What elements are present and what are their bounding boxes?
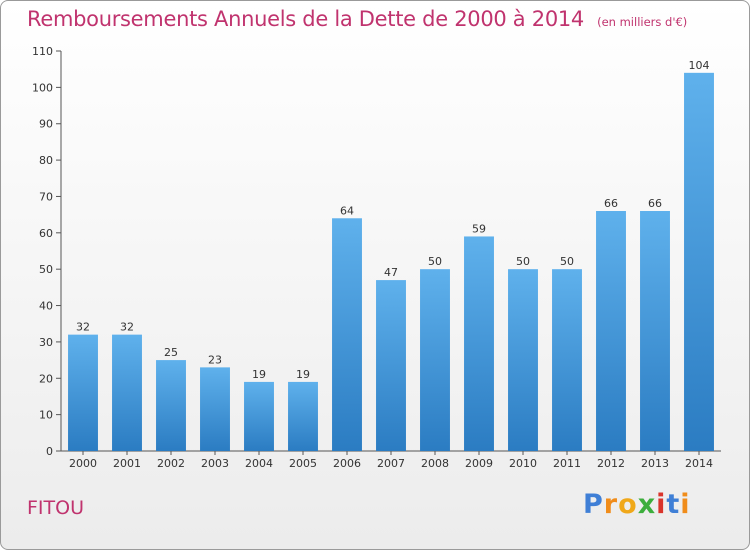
labels: 2000 32 2001 32 2002 25 2003 23 2004 19 2005 19 2006… (69, 59, 713, 470)
bar (552, 269, 582, 451)
bar-value-label: 64 (340, 204, 354, 217)
logo-letter: o (618, 489, 638, 520)
bar-value-label: 32 (120, 321, 134, 334)
logo-letter: i (680, 489, 691, 520)
bars (68, 72, 714, 452)
y-tick-label: 40 (39, 300, 53, 313)
bar-value-label: 32 (76, 321, 90, 334)
bar-value-label: 47 (384, 266, 398, 279)
bar-value-label: 50 (516, 255, 530, 268)
y-tick-label: 60 (39, 227, 53, 240)
x-tick-label: 2003 (201, 457, 229, 470)
x-tick-label: 2005 (289, 457, 317, 470)
x-tick-label: 2004 (245, 457, 273, 470)
proxiti-logo: Proxiti (583, 489, 691, 520)
bar-value-label: 59 (472, 222, 486, 235)
x-tick-label: 2000 (69, 457, 97, 470)
chart-subtitle: (en milliers d'€) (597, 15, 688, 29)
x-tick-label: 2009 (465, 457, 493, 470)
logo-letter: P (583, 489, 604, 520)
y-tick-label: 90 (39, 118, 53, 131)
y-tick-label: 80 (39, 154, 53, 167)
bar-value-label: 50 (560, 255, 574, 268)
bar (420, 269, 450, 451)
x-tick-label: 2013 (641, 457, 669, 470)
bar-value-label: 23 (208, 353, 222, 366)
bar (508, 269, 538, 451)
bar (200, 367, 230, 451)
logo-letter: r (603, 489, 619, 520)
y-tick-label: 100 (32, 81, 53, 94)
bar (464, 236, 494, 451)
logo-letter: x (637, 489, 657, 520)
bar (332, 218, 362, 451)
bar-value-label: 25 (164, 346, 178, 359)
bar (68, 334, 98, 451)
bar-value-label: 66 (604, 197, 618, 210)
bar (288, 381, 318, 451)
x-tick-label: 2002 (157, 457, 185, 470)
x-tick-label: 2011 (553, 457, 581, 470)
bar (684, 72, 714, 452)
commune-name: FITOU (27, 497, 84, 519)
bar (156, 360, 186, 451)
x-tick-label: 2001 (113, 457, 141, 470)
y-tick-label: 50 (39, 263, 53, 276)
bar (112, 334, 142, 451)
chart-title: Remboursements Annuels de la Dette de 20… (27, 7, 584, 31)
chart-title-row: Remboursements Annuels de la Dette de 20… (27, 7, 687, 31)
x-tick-label: 2006 (333, 457, 361, 470)
x-tick-label: 2012 (597, 457, 625, 470)
x-tick-label: 2007 (377, 457, 405, 470)
x-tick-label: 2010 (509, 457, 537, 470)
y-tick-label: 30 (39, 336, 53, 349)
bar-value-label: 19 (252, 368, 266, 381)
y-tick-label: 70 (39, 190, 53, 203)
bar (244, 381, 274, 451)
y-tick-label: 10 (39, 409, 53, 422)
bar-value-label: 66 (648, 197, 662, 210)
y-tick-label: 0 (46, 445, 53, 458)
x-tick-label: 2008 (421, 457, 449, 470)
bar-value-label: 104 (689, 59, 710, 72)
bar (596, 211, 626, 451)
logo-letter: t (666, 489, 681, 520)
bar (640, 211, 670, 451)
y-tick-label: 20 (39, 372, 53, 385)
bar-value-label: 50 (428, 255, 442, 268)
bar-value-label: 19 (296, 368, 310, 381)
y-tick-label: 110 (32, 45, 53, 58)
bar (376, 280, 406, 451)
x-tick-label: 2014 (685, 457, 713, 470)
logo-letter: i (656, 489, 667, 520)
